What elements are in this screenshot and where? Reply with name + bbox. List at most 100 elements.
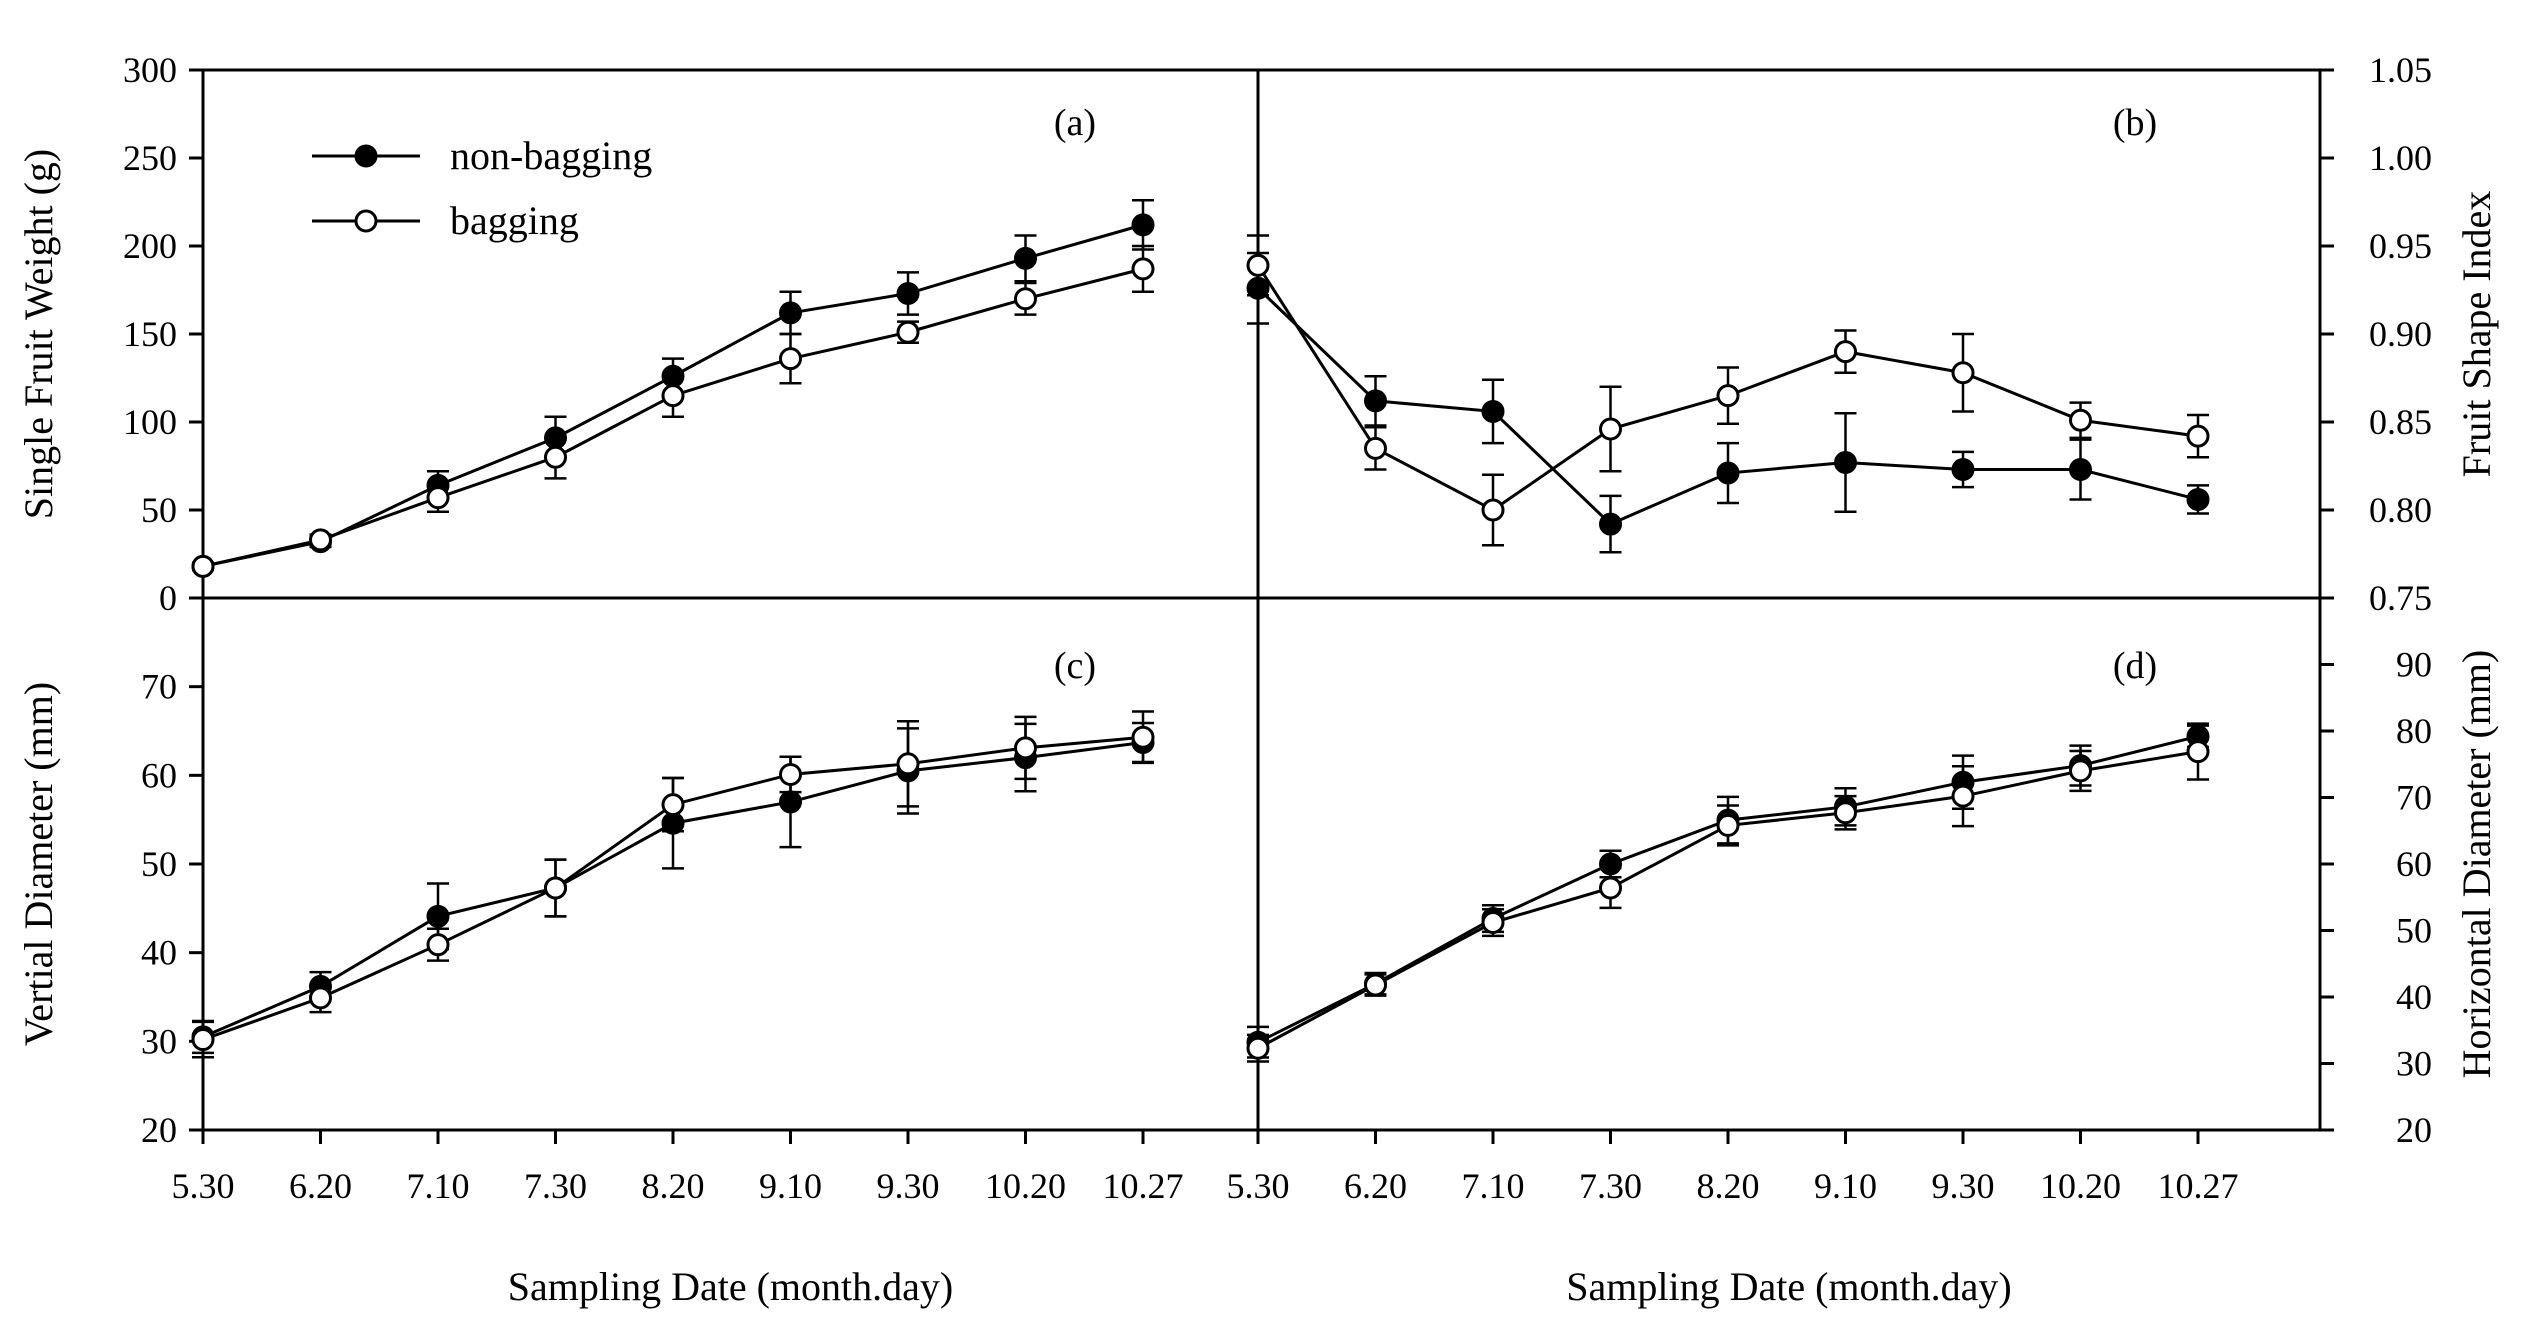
y-axis-title: Fruit Shape Index (2454, 191, 2499, 478)
data-point-bagging (309, 986, 332, 1010)
x-tick-label: 6.20 (289, 1166, 352, 1206)
y-tick-label: 200 (123, 226, 177, 266)
data-point-bagging (1599, 876, 1622, 900)
data-point-bagging (1364, 973, 1387, 997)
data-point-bagging (2069, 408, 2092, 432)
y-tick-label: 50 (141, 490, 177, 530)
x-tick-label: 7.30 (1579, 1166, 1642, 1206)
data-point-bagging (661, 384, 685, 408)
y-tick-label: 0.80 (2369, 490, 2432, 530)
data-point-bagging (191, 554, 215, 578)
y-tick-label: 30 (2396, 1044, 2432, 1084)
x-axis-title: Sampling Date (month.day) (508, 1264, 953, 1309)
data-point-non-bagging (1131, 213, 1155, 237)
panel-d: 20 30 40 50 60 70 80 90 Horizontal Diameter (mm)… (1227, 645, 2500, 1310)
y-tick-label: 0.90 (2369, 314, 2432, 354)
data-point-bagging (1131, 257, 1155, 281)
legend-marker-bagging (354, 209, 378, 233)
y-axis-title: Horizontal Diameter (mm) (2454, 650, 2499, 1079)
data-point-bagging (191, 1028, 215, 1052)
panel-label: (d) (2113, 645, 2157, 687)
y-tick-label: 50 (2396, 911, 2432, 951)
y-tick-label: 1.05 (2369, 50, 2432, 90)
x-tick-label: 7.10 (1462, 1166, 1525, 1206)
data-point-non-bagging (661, 364, 685, 388)
data-point-non-bagging (1364, 389, 1387, 413)
frame-right (1256, 68, 2322, 1132)
legend-marker-non-bagging (354, 144, 378, 168)
data-point-bagging (544, 876, 567, 900)
data-point-non-bagging (779, 790, 802, 814)
data-point-non-bagging (1834, 450, 1857, 474)
data-point-non-bagging (2069, 458, 2092, 482)
data-point-bagging (1834, 801, 1857, 825)
data-point-bagging (1481, 911, 1505, 935)
data-point-bagging (1951, 784, 1975, 808)
data-point-non-bagging (2186, 487, 2210, 511)
data-point-bagging (1364, 436, 1387, 460)
y-axis-title: Single Fruit Weight (g) (16, 149, 61, 519)
panel-label: (c) (1054, 645, 1096, 687)
y-tick-label: 40 (141, 933, 177, 973)
legend-label-bagging: bagging (450, 198, 579, 243)
data-point-bagging (896, 752, 920, 776)
data-point-bagging (1246, 1036, 1270, 1060)
data-point-bagging (2069, 759, 2092, 783)
panel-label: (b) (2113, 102, 2157, 144)
x-tick-label: 9.30 (1932, 1166, 1995, 1206)
series-line-non-bagging (1257, 734, 2199, 1044)
data-point-bagging (1246, 253, 1270, 277)
data-point-non-bagging (661, 811, 685, 835)
y-axis-title: Vertial Diameter (mm) (16, 682, 61, 1046)
data-point-bagging (661, 793, 685, 817)
data-point-bagging (2186, 740, 2210, 764)
data-point-non-bagging (1599, 512, 1622, 536)
data-point-bagging (896, 320, 920, 344)
data-point-bagging (1599, 417, 1622, 441)
x-tick-label: 10.27 (2158, 1166, 2239, 1206)
data-point-non-bagging (779, 301, 802, 325)
x-tick-label: 10.20 (2040, 1166, 2121, 1206)
y-tick-label: 90 (2396, 645, 2432, 685)
legend-label-non-bagging: non-bagging (450, 133, 652, 178)
data-point-bagging (1716, 384, 1740, 408)
data-point-bagging (2186, 424, 2210, 448)
x-tick-label: 7.30 (524, 1166, 587, 1206)
x-tick-label: 9.10 (1814, 1166, 1877, 1206)
x-tick-label: 9.30 (877, 1166, 940, 1206)
y-tick-label: 40 (2396, 977, 2432, 1017)
y-tick-label: 60 (2396, 844, 2432, 884)
data-point-non-bagging (1716, 461, 1740, 485)
panel-a: 0 50 100 150 200 250 300 Single Fruit Weight (g… (16, 50, 1155, 618)
y-tick-label: 30 (141, 1021, 177, 1061)
y-tick-label: 70 (2396, 778, 2432, 818)
data-point-non-bagging (1246, 276, 1270, 300)
data-point-bagging (1834, 340, 1857, 364)
y-tick-label: 0.85 (2369, 402, 2432, 442)
y-tick-label: 250 (123, 138, 177, 178)
y-tick-label: 60 (141, 755, 177, 795)
data-point-bagging (426, 486, 450, 510)
x-tick-label: 5.30 (1227, 1166, 1290, 1206)
data-point-bagging (1481, 498, 1505, 522)
data-point-bagging (309, 528, 332, 552)
y-tick-label: 70 (141, 667, 177, 707)
panel-b: 0.75 0.80 0.85 0.90 0.95 1.00 1.05 Fruit Shape … (1246, 50, 2499, 618)
y-tick-label: 80 (2396, 711, 2432, 751)
data-point-bagging (544, 445, 567, 469)
x-axis-title: Sampling Date (month.day) (1566, 1264, 2011, 1309)
data-point-bagging (1131, 725, 1155, 749)
x-tick-label: 9.10 (759, 1166, 822, 1206)
data-point-non-bagging (896, 282, 920, 306)
data-point-non-bagging (1481, 399, 1505, 423)
data-point-non-bagging (426, 904, 450, 928)
data-point-bagging (426, 933, 450, 957)
y-tick-label: 20 (141, 1110, 177, 1150)
x-tick-label: 5.30 (172, 1166, 235, 1206)
data-point-bagging (1014, 287, 1037, 311)
data-point-bagging (1951, 361, 1975, 385)
y-tick-label: 1.00 (2369, 138, 2432, 178)
x-tick-label: 10.20 (985, 1166, 1066, 1206)
data-point-non-bagging (544, 426, 567, 450)
